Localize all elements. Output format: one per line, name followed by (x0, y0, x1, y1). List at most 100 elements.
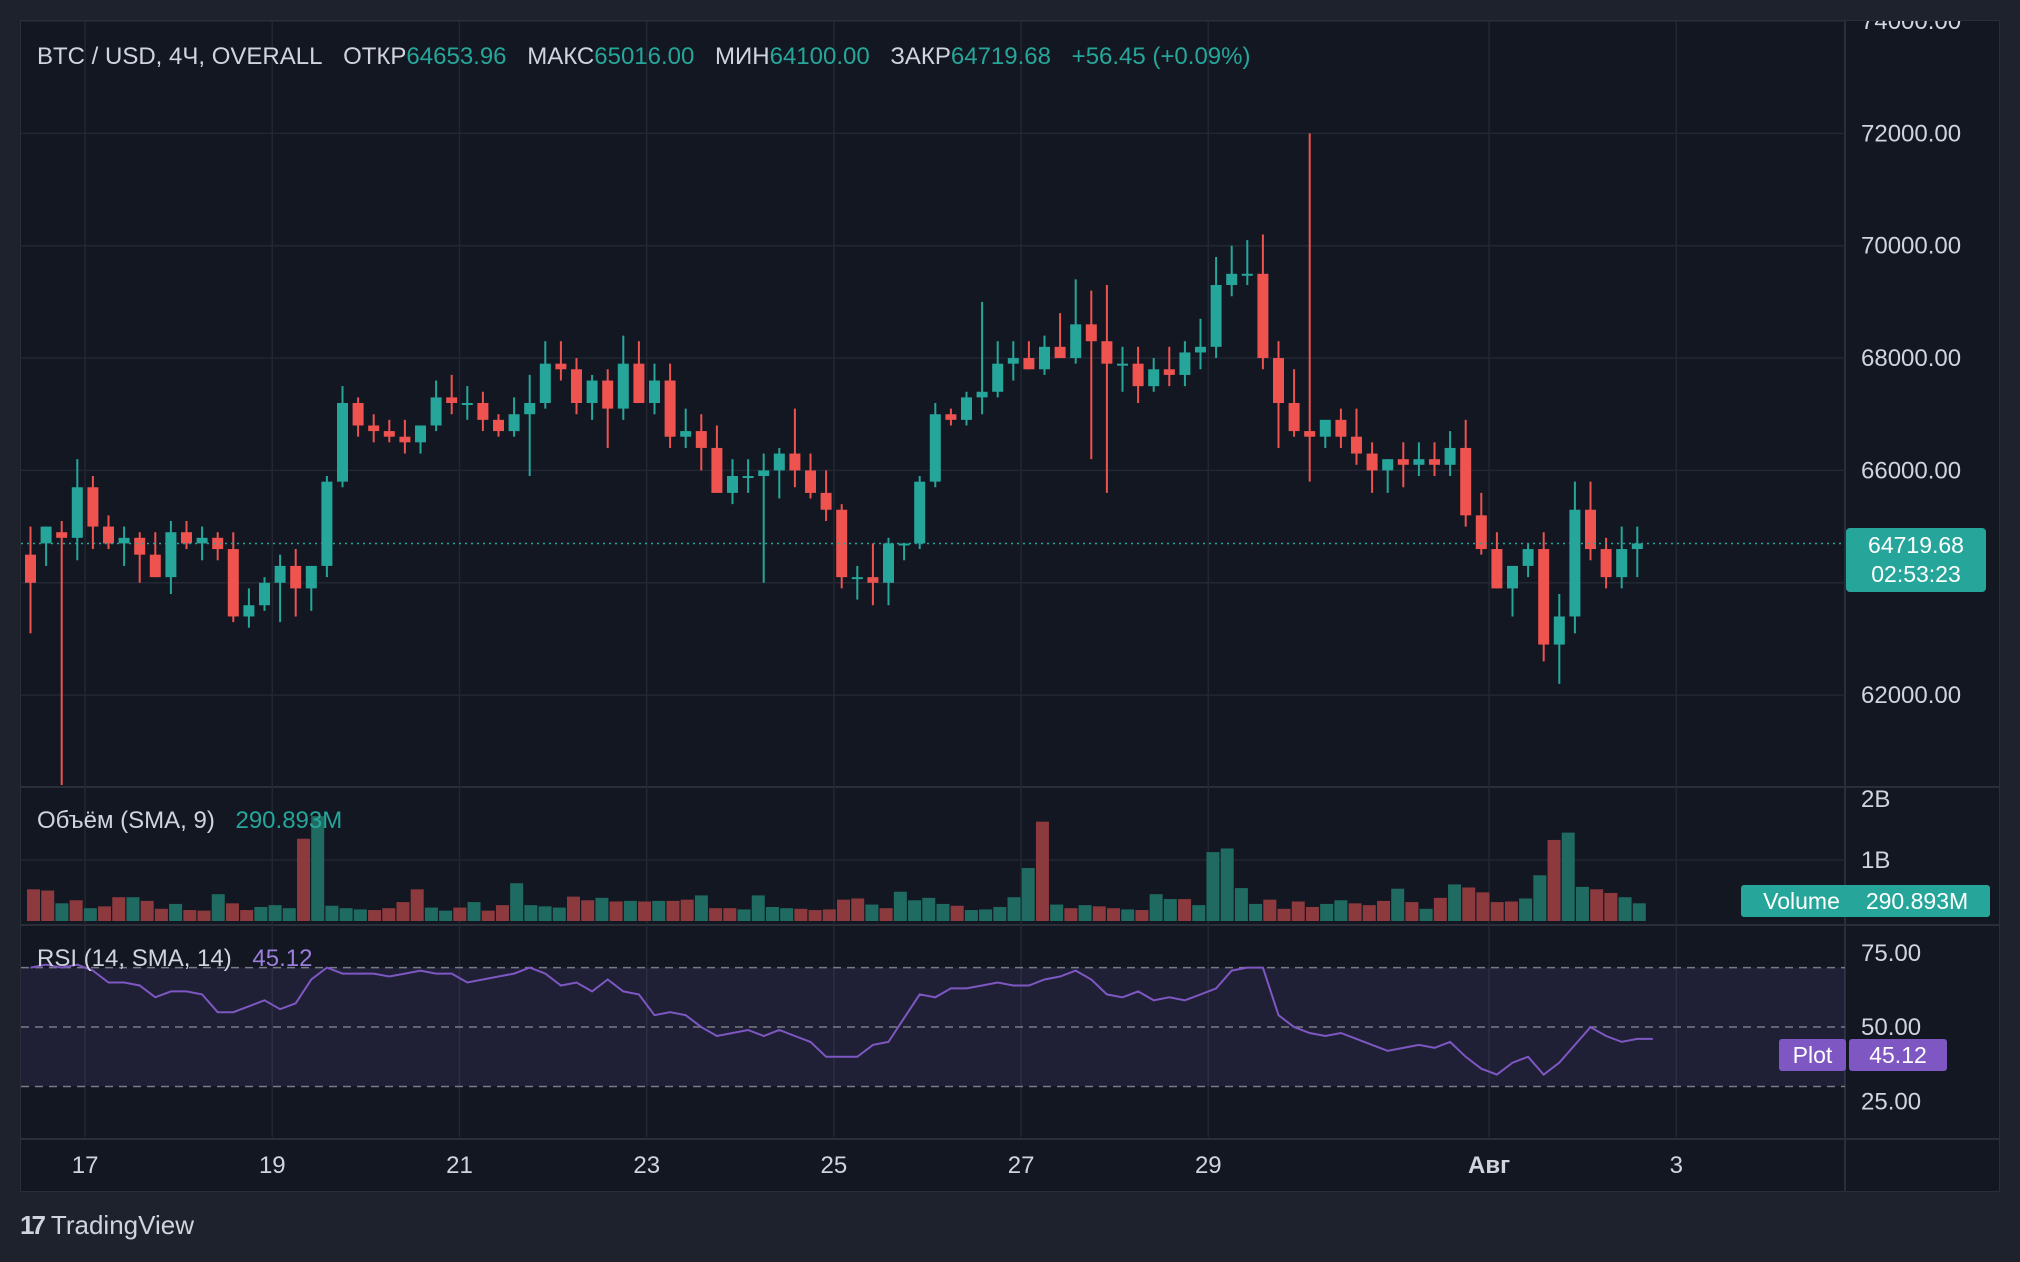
candle (368, 414, 380, 443)
rsi-legend: RSI (14, SMA, 14) 45.12 (37, 945, 312, 973)
legend-open-value: 64653.96 (406, 43, 507, 70)
volume-bar (1178, 899, 1192, 921)
volume-bar (98, 906, 112, 921)
volume-bar (1590, 889, 1604, 921)
volume-bar (1263, 899, 1277, 921)
volume-bar (1035, 821, 1049, 921)
volume-bar (126, 897, 140, 921)
candle-body (212, 537, 224, 550)
candle (321, 476, 333, 578)
volume-bar (240, 910, 254, 921)
candle-body (1366, 453, 1378, 471)
volume-legend-value: 290.893M (235, 807, 343, 834)
volume-bar (794, 908, 808, 921)
volume-bar (1334, 900, 1348, 921)
candle (820, 470, 832, 521)
candle-body (898, 543, 910, 546)
volume-bar (694, 895, 708, 921)
candle-body (851, 577, 863, 580)
volume-bar (268, 905, 282, 921)
candle-body (1195, 346, 1206, 353)
candle-body (290, 565, 302, 589)
x-tick-label: 19 (259, 1152, 286, 1179)
volume-bar (822, 909, 836, 921)
candle-body (383, 431, 395, 437)
volume-bar (112, 897, 126, 921)
candle (1538, 532, 1550, 662)
candle (337, 386, 348, 488)
candle-body (352, 403, 364, 426)
candle-body (149, 554, 161, 578)
legend-high-label: МАКС (527, 43, 595, 70)
candle (945, 408, 957, 426)
candle (992, 341, 1004, 398)
volume-bar (922, 897, 936, 921)
candle (1085, 290, 1097, 460)
volume-bar (27, 889, 40, 921)
candle-body (1475, 515, 1487, 550)
volume-bar (225, 903, 239, 921)
candle (1210, 256, 1222, 359)
volume-legend-title[interactable]: Объём (SMA, 9) (37, 807, 215, 834)
x-tick-label: 29 (1195, 1152, 1222, 1179)
volume-bar (1348, 903, 1362, 921)
candle (914, 476, 926, 550)
volume-bar (1305, 906, 1319, 921)
chart-frame[interactable]: 17 19 21 23 25 27 29 Авг 3 74000.00 72000.00 70000.… (20, 20, 2000, 1192)
candle (149, 532, 161, 578)
candle-body (415, 425, 426, 443)
candle (103, 515, 114, 550)
candle-body (867, 577, 879, 583)
volume-bar (1519, 898, 1533, 921)
volume-bar (1249, 903, 1263, 921)
candle-body (617, 363, 629, 409)
x-tick-label: Авг (1468, 1152, 1510, 1179)
rsi-badge-value: 45.12 (1849, 1039, 1947, 1071)
volume-bar (1206, 852, 1220, 921)
candle-body (961, 397, 972, 420)
candle (789, 408, 801, 488)
volume-bar (709, 908, 723, 921)
volume-bar (964, 910, 978, 921)
volume-bar (396, 902, 410, 921)
volume-bar (1121, 909, 1135, 921)
candle (493, 414, 504, 437)
candle (727, 459, 738, 505)
chart-canvas[interactable]: 17 19 21 23 25 27 29 Авг 3 74000.00 72000.00 70000.… (21, 21, 2000, 1192)
volume-bar (780, 908, 794, 921)
candle-body (1553, 616, 1565, 645)
candle-body (1600, 549, 1612, 578)
x-tick-label: 21 (446, 1152, 473, 1179)
volume-bar (1561, 832, 1575, 921)
candle (1319, 419, 1331, 448)
candle-body (945, 414, 957, 420)
volume-bar (467, 902, 481, 921)
rsi-legend-value: 45.12 (252, 945, 313, 972)
rsi-legend-title[interactable]: RSI (14, SMA, 14) (37, 945, 232, 972)
volume-bar (183, 910, 197, 921)
candle-body (196, 537, 208, 544)
candle-body (711, 447, 723, 493)
candle-body (1273, 358, 1284, 403)
candle (1054, 313, 1066, 359)
candle (929, 403, 941, 488)
volume-bar (851, 898, 865, 921)
candle (383, 419, 395, 443)
volume-bar (339, 908, 353, 921)
volume-bar (1433, 897, 1447, 921)
candle-body (1538, 549, 1550, 645)
volume-bar (1149, 894, 1163, 921)
candle (773, 447, 785, 499)
candle (539, 341, 551, 409)
tradingview-logo-icon: 17 (20, 1210, 46, 1240)
price-tick-label: 66000.00 (1861, 457, 1961, 484)
candle (961, 391, 972, 426)
legend-symbol[interactable]: BTC / USD, 4Ч, OVERALL (37, 43, 323, 70)
tradingview-brand[interactable]: 17 TradingView (20, 1210, 194, 1241)
candle (1304, 133, 1316, 482)
candle-body (1179, 352, 1191, 375)
volume-bar (382, 908, 396, 921)
volume-bar (865, 904, 879, 921)
candle-body (1117, 363, 1128, 366)
volume-bar (1618, 897, 1632, 921)
